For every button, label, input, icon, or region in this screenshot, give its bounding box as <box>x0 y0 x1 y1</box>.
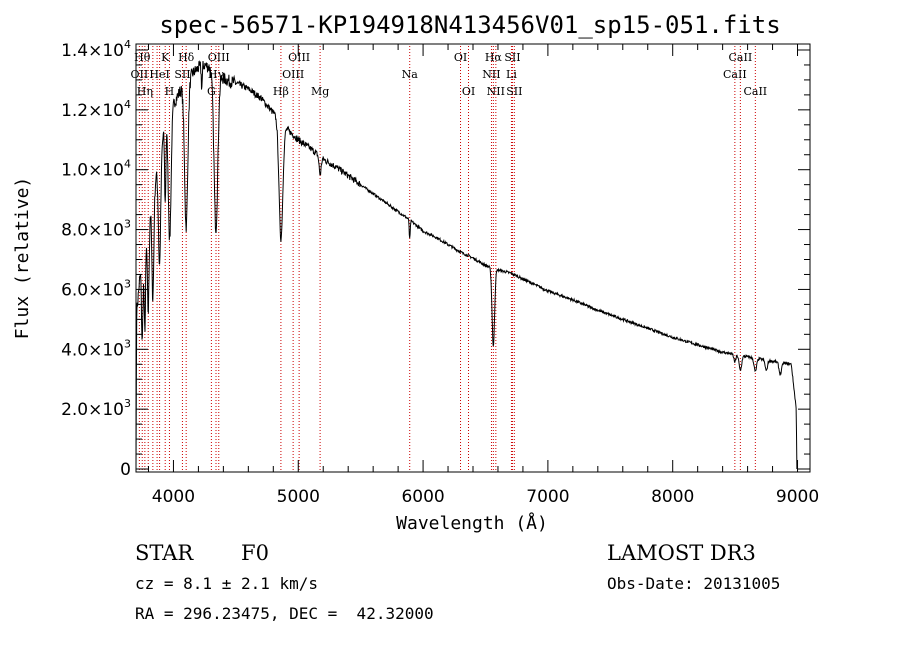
spectrum-series-line <box>135 60 798 470</box>
obs-date-text: Obs-Date: 20131005 <box>607 574 780 593</box>
spectral-line-label: CaII <box>743 85 767 98</box>
x-tick-label: 6000 <box>401 487 444 507</box>
spectral-line-label: OIII <box>288 51 310 64</box>
y-tick-label: 1.2×104 <box>61 98 131 121</box>
y-tick-label: 6.0×103 <box>61 277 131 300</box>
object-class: STAR <box>135 541 194 565</box>
y-tick-label: 8.0×103 <box>61 218 131 241</box>
spectral-line-label: NII <box>487 85 505 98</box>
x-axis-ticks: 4000 5000 6000 7000 8000 9000 <box>147 44 819 507</box>
spectral-line-label: H <box>165 85 175 98</box>
spectral-line-label: K <box>161 51 170 64</box>
spectral-line-label: OIII <box>282 68 304 81</box>
spectral-line-label: G <box>207 85 216 98</box>
spectral-line-label: SII <box>174 68 190 81</box>
y-tick-label: 1.4×104 <box>61 38 131 61</box>
spectral-line-label: Hα <box>485 51 503 64</box>
spectral-line-label: Mg <box>311 85 329 98</box>
spectral-line-label: Hθ <box>134 51 151 64</box>
x-tick-label: 7000 <box>526 487 569 507</box>
spectral-subclass: F0 <box>241 541 269 565</box>
spectral-line-label: OI <box>462 85 475 98</box>
x-tick-label: 5000 <box>277 487 320 507</box>
spectral-line-label: OIII <box>208 51 230 64</box>
x-tick-label: 4000 <box>152 487 195 507</box>
spectral-line-label: Na <box>402 68 419 81</box>
spectral-line-label: SII <box>504 51 520 64</box>
y-tick-label: 1.0×104 <box>61 158 131 181</box>
y-axis-ticks: 0 2.0×103 4.0×103 6.0×103 8.0×103 1.0×104 1.2×… <box>61 38 810 480</box>
y-tick-label: 2.0×103 <box>61 397 131 420</box>
survey-name: LAMOST DR3 <box>607 541 756 565</box>
x-tick-label: 9000 <box>776 487 819 507</box>
chart-title: spec-56571-KP194918N413456V01_sp15-051.f… <box>159 11 780 39</box>
spectral-line-label: Hβ <box>273 85 289 98</box>
y-axis-label: Flux (relative) <box>12 177 33 340</box>
spectral-line-label: Hδ <box>178 51 195 64</box>
x-axis-label: Wavelength (Å) <box>396 512 548 534</box>
spectral-line-label: NII <box>482 68 500 81</box>
spectral-line-labels: OIIHθHηHeIKHSIIHδGHγOIIIHβOIIIOIIIMgNaOI… <box>131 51 768 98</box>
spectral-line-label: CaII <box>723 68 747 81</box>
spectral-line-label: Li <box>506 68 517 81</box>
spectral-line-label: SII <box>506 85 522 98</box>
spectral-line-label: HeI <box>149 68 169 81</box>
coordinates-text: RA = 296.23475, DEC = 42.32000 <box>135 604 434 623</box>
redshift-text: cz = 8.1 ± 2.1 km/s <box>135 574 318 593</box>
spectral-line-markers <box>138 46 756 472</box>
spectral-line-label: OI <box>454 51 467 64</box>
spectral-line-label: CaII <box>729 51 753 64</box>
y-tick-label: 4.0×103 <box>61 337 131 360</box>
spectral-line-label: Hη <box>137 85 153 98</box>
x-tick-label: 8000 <box>651 487 694 507</box>
y-tick-label: 0 <box>120 460 131 480</box>
spectral-line-label: OII <box>131 68 149 81</box>
